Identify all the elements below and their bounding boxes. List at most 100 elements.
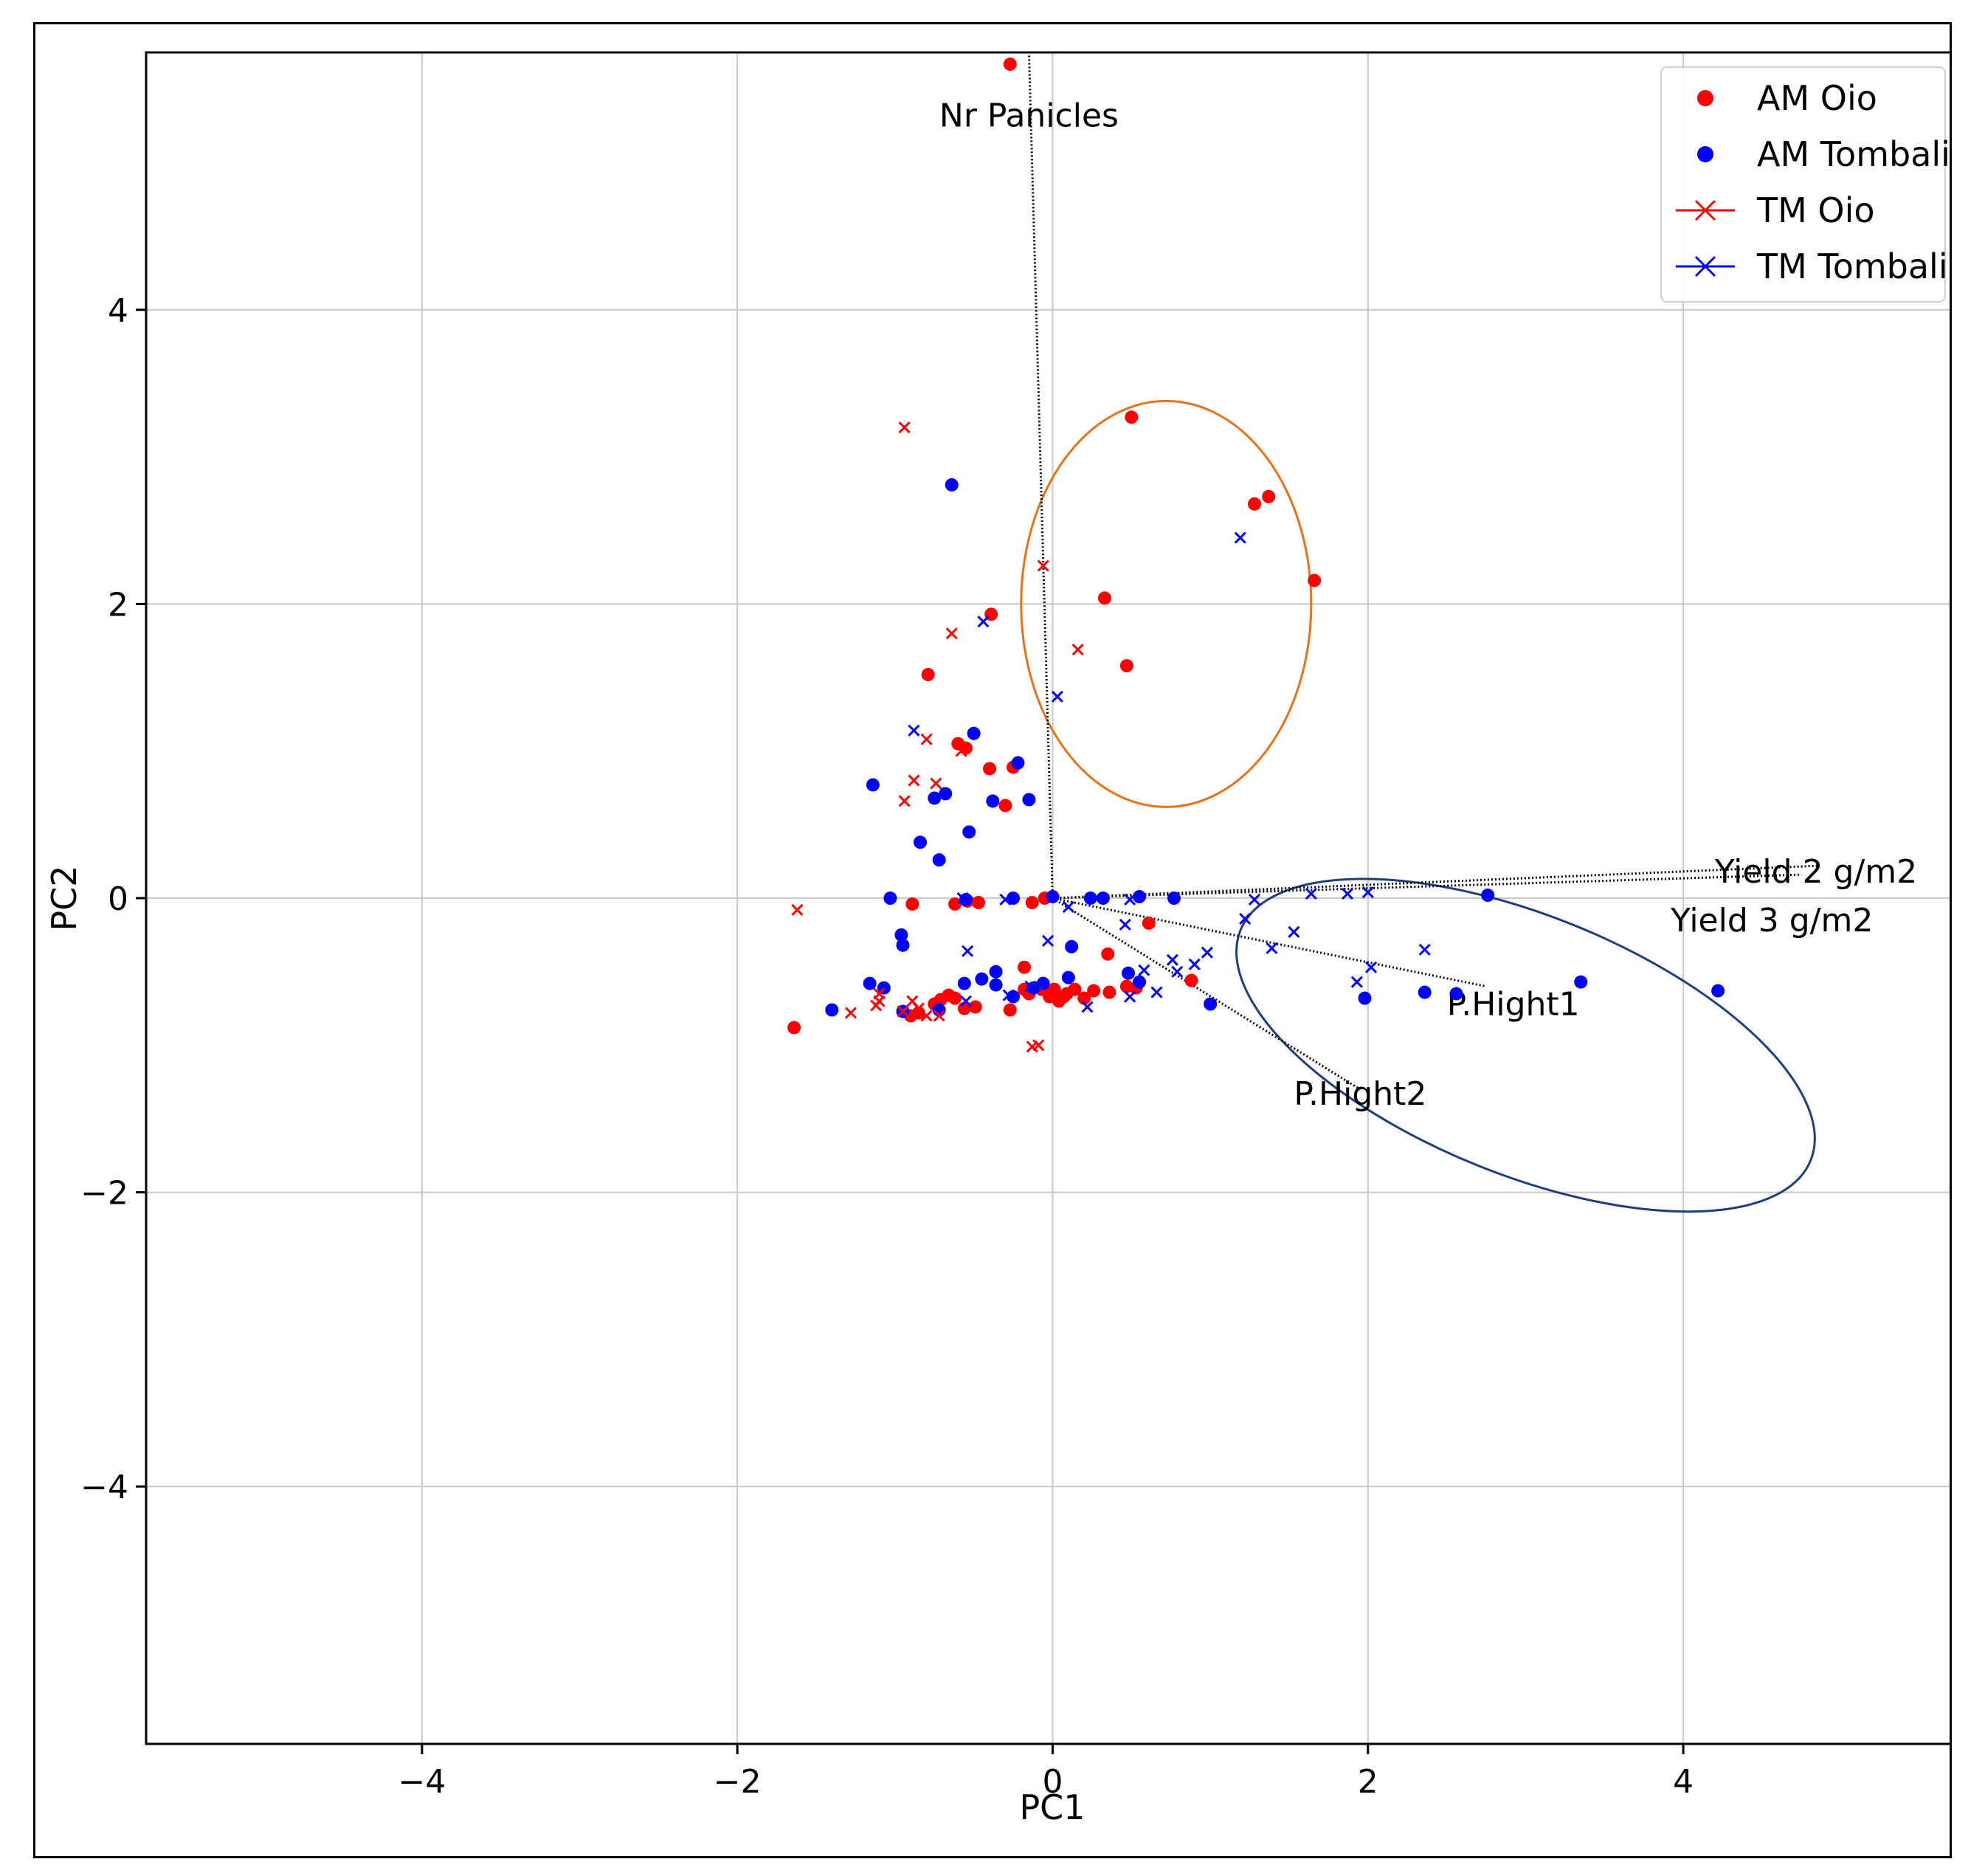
point-tm-tombali <box>1062 900 1074 914</box>
y-tick-label: 0 <box>108 880 128 918</box>
point-tm-tombali <box>1042 934 1054 947</box>
point-tm-oio <box>1071 644 1084 656</box>
loading-label-yield-2-g-m2: Yield 2 g/m2 <box>1714 853 1917 891</box>
point-am-tombali <box>896 938 910 952</box>
point-am-tombali <box>894 928 908 942</box>
loading-label-p-hight1: P.Hight1 <box>1447 985 1580 1023</box>
point-am-oio <box>1087 984 1101 998</box>
point-am-oio <box>942 988 956 1002</box>
data-points <box>787 57 1725 1053</box>
point-tm-tombali <box>1266 942 1278 954</box>
x-tick-label: −2 <box>714 1763 762 1801</box>
point-am-tombali <box>1449 987 1463 1001</box>
point-tm-tombali <box>1365 961 1378 973</box>
point-tm-tombali <box>1150 986 1163 999</box>
point-tm-tombali <box>1239 912 1252 925</box>
point-am-tombali <box>945 477 959 492</box>
point-tm-oio <box>920 733 933 745</box>
figure-frame: Nr Panicles Yield 2 g/m2 Yield 3 g/m2 P.Hig… <box>33 22 1952 1858</box>
loading-label-p-hight2: P.Hight2 <box>1294 1075 1426 1113</box>
point-am-oio <box>1098 591 1112 605</box>
point-tm-tombali <box>1288 925 1300 938</box>
point-tm-oio <box>1032 1039 1045 1052</box>
y-tick-label: −4 <box>80 1469 128 1506</box>
point-am-tombali <box>1022 793 1036 807</box>
point-am-oio <box>1125 410 1139 424</box>
point-am-tombali <box>1096 892 1110 905</box>
loading-label-nr-panicles: Nr Panicles <box>939 97 1119 135</box>
y-tick-label: 4 <box>108 292 128 330</box>
point-am-oio <box>1184 973 1198 987</box>
point-tm-tombali <box>1248 893 1261 906</box>
point-am-tombali <box>967 726 981 740</box>
point-am-tombali <box>959 892 973 906</box>
point-am-tombali <box>825 1003 839 1017</box>
point-tm-tombali <box>999 893 1012 906</box>
ellipse-orange-cluster <box>1020 399 1313 808</box>
point-am-oio <box>1018 960 1032 974</box>
point-am-oio <box>983 762 997 776</box>
point-am-tombali <box>986 794 1000 808</box>
point-tm-oio <box>873 995 886 1007</box>
point-tm-tombali <box>1201 946 1213 959</box>
point-tm-tombali <box>959 995 973 1007</box>
point-am-tombali <box>962 825 976 839</box>
point-tm-tombali <box>908 724 920 737</box>
point-tm-tombali <box>1305 887 1317 900</box>
y-axis-title: PC2 <box>44 865 84 931</box>
point-am-tombali <box>939 787 953 801</box>
point-tm-tombali <box>962 945 974 957</box>
point-am-tombali <box>928 791 942 805</box>
point-am-oio <box>1262 489 1276 503</box>
point-am-oio <box>998 799 1012 813</box>
point-am-tombali <box>1711 984 1725 998</box>
point-am-oio <box>905 897 919 911</box>
point-am-tombali <box>1133 975 1147 989</box>
point-am-tombali <box>1011 756 1025 770</box>
point-tm-tombali <box>977 615 990 628</box>
point-am-tombali <box>1083 892 1097 905</box>
point-tm-tombali <box>1361 886 1374 899</box>
point-am-oio <box>1068 982 1082 996</box>
point-tm-oio <box>920 1010 933 1022</box>
x-tick-label: 0 <box>1043 1763 1063 1801</box>
legend-label-am-oio: AM Oio <box>1757 78 1877 118</box>
point-am-tombali <box>1061 970 1075 984</box>
point-am-oio <box>948 897 962 911</box>
point-am-tombali <box>1358 991 1372 1005</box>
point-am-oio <box>1119 659 1133 673</box>
point-am-tombali <box>914 835 928 849</box>
point-tm-tombali <box>1138 964 1150 976</box>
point-tm-oio <box>933 1010 945 1022</box>
point-am-oio <box>1101 947 1115 961</box>
x-tick-label: 4 <box>1673 1763 1694 1801</box>
legend-label-am-tombali: AM Tombali <box>1757 134 1950 174</box>
legend-box <box>1660 66 1946 303</box>
point-tm-oio <box>844 1007 857 1019</box>
point-tm-tombali <box>1124 893 1136 906</box>
point-am-tombali <box>989 978 1003 992</box>
point-am-oio <box>1102 985 1116 999</box>
point-am-tombali <box>1574 975 1588 989</box>
point-tm-tombali <box>1166 953 1178 966</box>
point-am-tombali <box>1026 981 1040 995</box>
point-am-oio <box>921 668 935 682</box>
loading-arrow-nr-panicles <box>1027 52 1054 899</box>
legend: AM Oio AM Tombali TM Oio TM Tombali <box>1660 66 1950 303</box>
point-am-oio <box>1025 895 1039 909</box>
point-tm-tombali <box>1002 989 1015 1001</box>
y-tick-label: 2 <box>108 586 128 624</box>
x-tick-label: 2 <box>1358 1763 1378 1801</box>
point-am-tombali <box>975 972 989 986</box>
loading-arrow-yield-3-g-m2 <box>1052 873 1802 900</box>
point-am-tombali <box>1133 890 1147 904</box>
x-tick-label: −4 <box>398 1763 446 1801</box>
point-tm-tombali <box>1341 887 1354 900</box>
point-am-oio <box>968 1000 982 1014</box>
point-am-oio <box>972 895 986 909</box>
point-am-tombali <box>883 892 897 905</box>
point-tm-tombali <box>1119 918 1131 931</box>
point-am-tombali <box>989 965 1003 979</box>
y-tick-label: −2 <box>80 1175 128 1213</box>
point-am-oio <box>1077 991 1091 1005</box>
